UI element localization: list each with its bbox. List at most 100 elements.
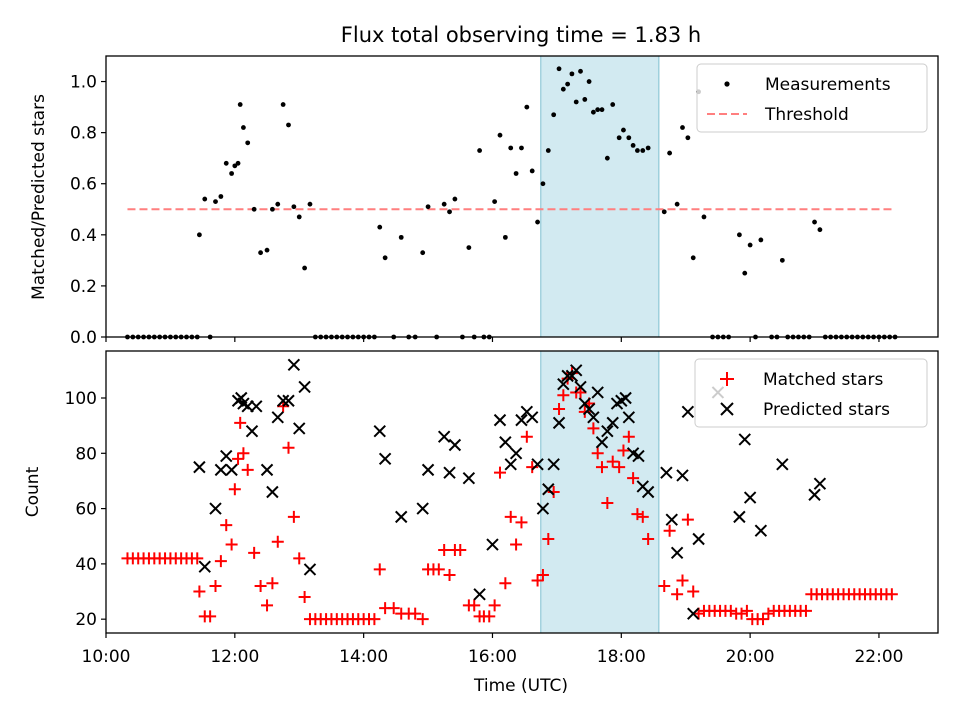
matched-star-point xyxy=(248,546,261,559)
matched-star-point xyxy=(631,508,644,521)
matched-star-point xyxy=(663,524,676,537)
measurement-point xyxy=(630,143,636,148)
matched-star-point xyxy=(488,599,501,612)
measurement-point xyxy=(497,132,503,138)
predicted-star-point xyxy=(373,424,386,438)
matched-star-point xyxy=(606,455,619,468)
measurement-point xyxy=(237,102,243,107)
measurement-point xyxy=(519,145,524,151)
measurement-point xyxy=(701,214,707,220)
predicted-star-point xyxy=(416,502,429,515)
matched-star-point xyxy=(454,544,467,557)
matched-star-point xyxy=(617,444,630,457)
count-x-tick-label: 20:00 xyxy=(726,647,775,667)
matched-star-point xyxy=(762,607,775,620)
matched-star-point xyxy=(237,447,250,460)
measurement-point xyxy=(235,160,241,166)
matched-star-point xyxy=(409,607,422,620)
matched-star-point xyxy=(613,461,626,474)
matched-star-point xyxy=(298,591,311,604)
measurement-point xyxy=(382,255,388,261)
matched-star-point xyxy=(443,568,456,581)
measurement-point xyxy=(241,125,246,130)
matched-star-point xyxy=(468,599,481,612)
measurement-point xyxy=(232,163,238,169)
matched-star-points xyxy=(121,367,898,626)
predicted-star-point xyxy=(287,358,301,372)
measurement-point xyxy=(502,234,508,240)
matched-star-point xyxy=(542,533,555,545)
count-x-tick-label: 12:00 xyxy=(210,647,259,667)
predicted-star-point xyxy=(448,438,462,452)
matched-star-point xyxy=(271,535,284,548)
predicted-star-point xyxy=(595,436,609,449)
measurement-point xyxy=(551,112,557,118)
predicted-star-point xyxy=(214,463,228,477)
matched-star-point xyxy=(209,580,222,592)
predicted-star-point xyxy=(660,466,673,479)
matched-star-point xyxy=(293,552,306,565)
measurement-point xyxy=(420,250,426,256)
measurement-point xyxy=(245,140,251,146)
predicted-star-point xyxy=(570,364,583,377)
matched-star-point xyxy=(204,610,217,623)
matched-star-point xyxy=(191,552,204,565)
legend-matched-marker xyxy=(720,372,734,386)
count-x-tick-label: 10:00 xyxy=(82,647,131,667)
matched-star-point xyxy=(432,563,445,576)
predicted-star-point xyxy=(266,485,279,499)
measurement-point xyxy=(218,194,224,199)
measurement-point xyxy=(690,255,696,261)
measurement-point xyxy=(742,270,748,276)
count-x-tick-label: 18:00 xyxy=(597,647,646,667)
matched-star-point xyxy=(254,580,267,592)
count-legend-box xyxy=(694,358,928,428)
predicted-star-point xyxy=(421,463,435,477)
measurement-point xyxy=(286,122,291,128)
matched-star-point xyxy=(504,510,517,523)
matched-star-point xyxy=(214,555,227,568)
ratio-y-tick-label: 0.0 xyxy=(70,328,97,348)
predicted-star-point xyxy=(641,485,655,499)
matched-star-point xyxy=(228,483,241,496)
matched-star-point xyxy=(520,430,533,443)
measurement-point xyxy=(213,199,218,205)
measurement-point xyxy=(674,201,680,207)
matched-star-point xyxy=(687,585,700,598)
measurement-point xyxy=(573,99,579,105)
matched-star-point xyxy=(587,422,600,435)
predicted-star-point xyxy=(303,563,317,576)
measurement-point xyxy=(556,66,562,72)
measurement-point xyxy=(626,135,632,141)
predicted-star-point xyxy=(493,413,507,427)
measurement-point xyxy=(508,145,514,151)
predicted-star-point xyxy=(542,483,555,496)
matched-star-point xyxy=(553,403,566,416)
predicted-star-point xyxy=(619,391,632,405)
measurement-point xyxy=(586,79,592,84)
measurement-point xyxy=(667,150,673,156)
measurement-point xyxy=(529,168,535,174)
matched-star-point xyxy=(658,580,671,592)
x-axis-label: Time (UTC) xyxy=(473,676,568,696)
count-y-tick-label: 60 xyxy=(75,500,97,520)
matched-star-point xyxy=(595,461,608,474)
matched-star-point xyxy=(193,585,206,598)
predicted-star-point xyxy=(681,405,695,419)
ratio-legend: Measurements Threshold xyxy=(696,63,928,133)
measurement-point xyxy=(661,209,667,215)
predicted-star-point xyxy=(525,411,539,424)
ratio-panel: 0.0 0.2 0.4 0.6 0.8 1.0 Matched/Predicted sta… xyxy=(29,55,939,348)
predicted-star-point xyxy=(670,546,684,560)
ratio-legend-box xyxy=(696,63,928,133)
predicted-star-point xyxy=(601,424,614,438)
measurement-point xyxy=(307,201,313,207)
measurement-point xyxy=(747,242,753,248)
matched-star-point xyxy=(261,599,274,612)
measurement-point xyxy=(377,224,383,230)
predicted-star-point xyxy=(198,560,211,573)
ratio-y-axis-label: Matched/Predicted stars xyxy=(29,94,49,300)
chart-title: Flux total observing time = 1.83 h xyxy=(341,23,701,47)
legend-predicted-marker xyxy=(720,402,734,416)
